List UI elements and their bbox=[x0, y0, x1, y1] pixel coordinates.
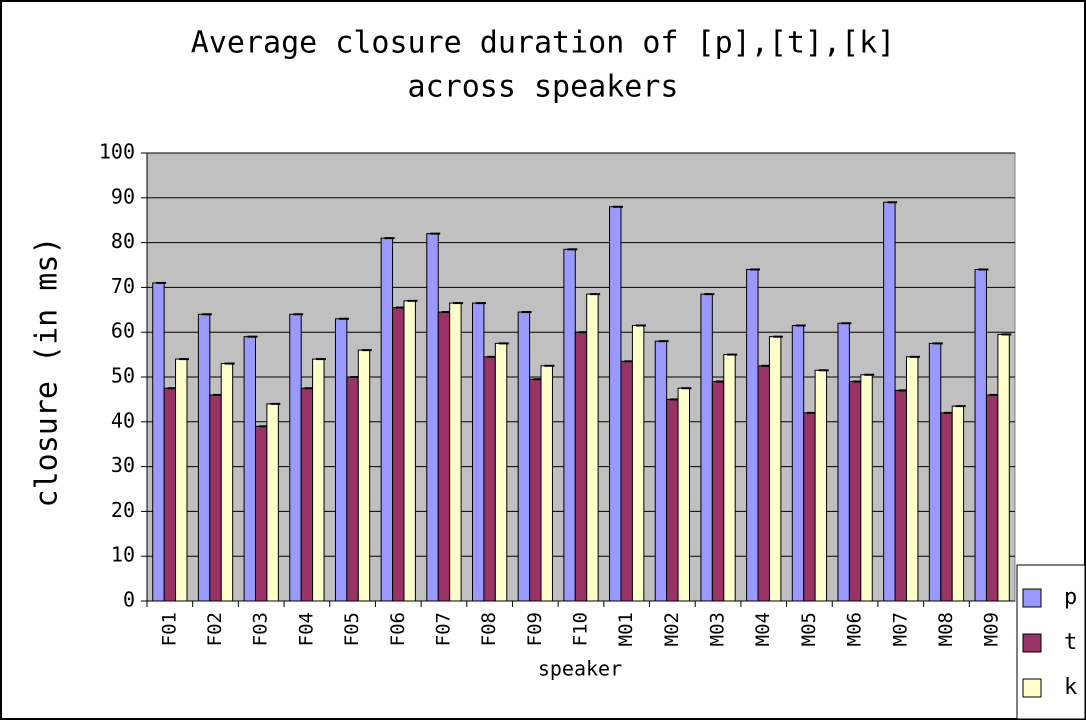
bar bbox=[483, 356, 496, 602]
y-tick-label: 70 bbox=[111, 274, 135, 298]
bar bbox=[940, 412, 953, 602]
bar bbox=[894, 389, 907, 602]
bar bbox=[243, 336, 257, 602]
y-tick-label: 20 bbox=[111, 498, 135, 522]
y-axis-label: closure (in ms) bbox=[30, 237, 65, 508]
bar bbox=[403, 300, 416, 602]
bar bbox=[803, 412, 816, 602]
bar bbox=[163, 387, 177, 602]
x-tick-label: M09 bbox=[981, 612, 1003, 646]
x-tick-label: F09 bbox=[524, 612, 546, 646]
bar bbox=[757, 365, 770, 602]
x-tick-label: F02 bbox=[204, 612, 226, 646]
bar bbox=[711, 380, 725, 602]
bar bbox=[426, 233, 439, 602]
bar bbox=[746, 268, 759, 602]
bar bbox=[392, 307, 405, 602]
bar bbox=[677, 387, 690, 602]
bar bbox=[334, 318, 348, 602]
bar bbox=[906, 356, 919, 602]
x-tick-label: M07 bbox=[889, 612, 911, 646]
bar bbox=[175, 358, 188, 602]
x-tick-label: M06 bbox=[844, 612, 866, 646]
bar bbox=[985, 394, 999, 602]
bar bbox=[300, 387, 314, 602]
y-tick-label: 100 bbox=[99, 140, 135, 164]
x-tick-label: F04 bbox=[295, 612, 317, 646]
bar bbox=[494, 342, 508, 602]
bar bbox=[700, 293, 713, 602]
bar bbox=[997, 333, 1010, 602]
bar bbox=[928, 342, 942, 602]
legend-swatch bbox=[1022, 588, 1042, 608]
bar bbox=[723, 354, 736, 602]
bar bbox=[529, 378, 542, 602]
legend-label: k bbox=[1064, 675, 1077, 700]
y-tick-label: 10 bbox=[111, 543, 135, 567]
legend-swatch bbox=[1022, 678, 1042, 698]
bar bbox=[266, 403, 279, 602]
x-tick-label: M04 bbox=[752, 612, 774, 646]
bar bbox=[666, 398, 679, 602]
x-axis-label: speaker bbox=[538, 657, 622, 681]
bar bbox=[346, 376, 359, 602]
y-tick-label: 90 bbox=[111, 184, 135, 208]
bar bbox=[220, 363, 234, 602]
bar bbox=[837, 322, 850, 602]
x-tick-label: M01 bbox=[615, 612, 637, 646]
x-tick-label: F10 bbox=[570, 612, 592, 646]
x-tick-label: F05 bbox=[341, 612, 363, 646]
chart-title: across speakers bbox=[408, 70, 679, 105]
bar bbox=[380, 237, 394, 602]
bar bbox=[586, 293, 599, 602]
y-tick-label: 80 bbox=[111, 229, 135, 253]
bar bbox=[620, 360, 633, 602]
y-tick-label: 0 bbox=[123, 588, 135, 612]
x-tick-label: M02 bbox=[661, 612, 683, 646]
bar bbox=[540, 365, 553, 602]
bar bbox=[654, 340, 668, 602]
bar bbox=[848, 380, 862, 602]
y-tick-label: 60 bbox=[111, 319, 135, 343]
bar bbox=[517, 311, 531, 602]
chart-title: Average closure duration of [p],[t],[k] bbox=[191, 26, 895, 61]
bar bbox=[883, 201, 896, 602]
bar bbox=[631, 324, 645, 602]
bar bbox=[563, 248, 576, 602]
bar bbox=[814, 369, 828, 602]
bar bbox=[472, 302, 485, 602]
bar bbox=[860, 374, 873, 602]
y-tick-label: 40 bbox=[111, 408, 135, 432]
x-tick-label: F07 bbox=[432, 612, 454, 646]
legend-swatch bbox=[1022, 633, 1042, 653]
bar bbox=[951, 405, 965, 602]
x-tick-label: F06 bbox=[387, 612, 409, 646]
x-tick-label: M03 bbox=[707, 612, 729, 646]
bar bbox=[574, 331, 588, 602]
x-tick-label: F01 bbox=[158, 612, 180, 646]
bar bbox=[974, 268, 987, 602]
bar bbox=[312, 358, 325, 602]
x-tick-label: M08 bbox=[935, 612, 957, 646]
bar bbox=[449, 302, 462, 602]
bar bbox=[152, 282, 165, 602]
legend-label: p bbox=[1064, 585, 1077, 610]
bar bbox=[289, 313, 302, 602]
x-tick-label: F03 bbox=[250, 612, 272, 646]
y-tick-label: 50 bbox=[111, 364, 135, 388]
bar bbox=[791, 324, 805, 602]
legend-label: t bbox=[1064, 630, 1077, 655]
bar bbox=[768, 336, 782, 602]
bar bbox=[437, 311, 451, 602]
bar bbox=[197, 313, 211, 602]
bar bbox=[255, 425, 268, 602]
bar bbox=[609, 206, 622, 602]
bar bbox=[209, 394, 222, 602]
x-tick-label: M05 bbox=[798, 612, 820, 646]
bar bbox=[357, 349, 371, 602]
x-tick-label: F08 bbox=[478, 612, 500, 646]
y-tick-label: 30 bbox=[111, 453, 135, 477]
